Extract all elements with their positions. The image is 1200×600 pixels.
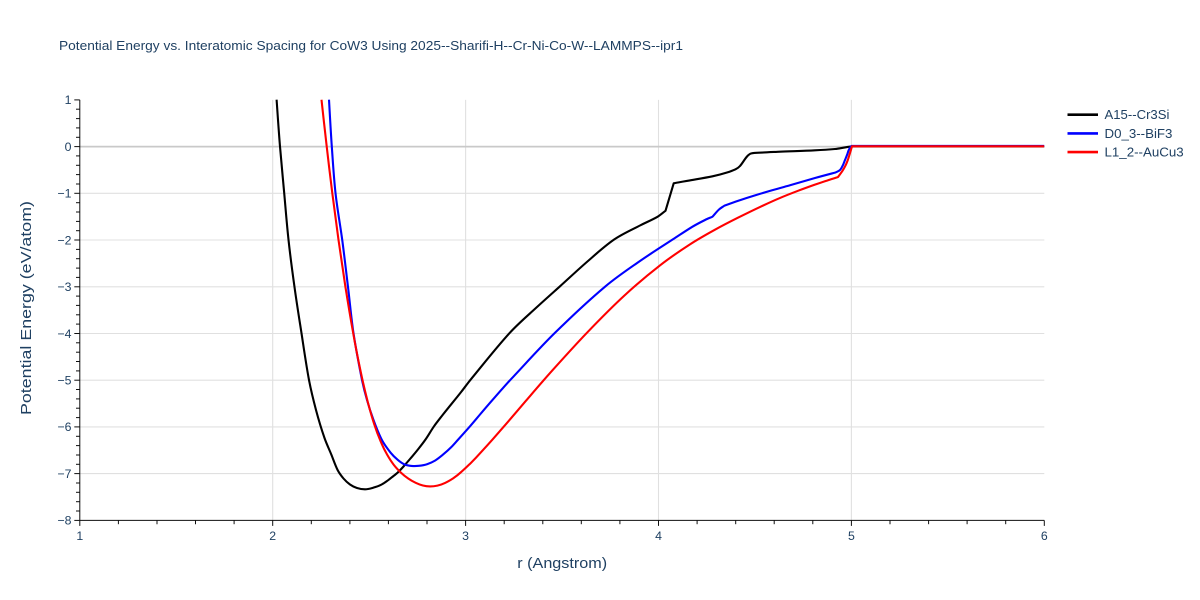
svg-text:5: 5 xyxy=(848,529,855,543)
svg-text:−1: −1 xyxy=(57,187,71,201)
svg-text:1: 1 xyxy=(76,529,83,543)
svg-text:2: 2 xyxy=(269,529,276,543)
svg-text:L1_2--AuCu3: L1_2--AuCu3 xyxy=(1105,145,1184,160)
svg-text:D0_3--BiF3: D0_3--BiF3 xyxy=(1105,126,1173,141)
svg-text:−8: −8 xyxy=(57,514,71,528)
svg-text:−7: −7 xyxy=(57,467,71,481)
svg-text:6: 6 xyxy=(1041,529,1048,543)
svg-text:0: 0 xyxy=(65,140,72,154)
svg-text:r (Angstrom): r (Angstrom) xyxy=(517,555,607,572)
svg-text:−5: −5 xyxy=(57,374,71,388)
svg-text:−3: −3 xyxy=(57,280,71,294)
svg-text:Potential Energy vs. Interatom: Potential Energy vs. Interatomic Spacing… xyxy=(59,38,683,53)
svg-text:Potential Energy (eV/atom): Potential Energy (eV/atom) xyxy=(18,201,35,415)
svg-text:A15--Cr3Si: A15--Cr3Si xyxy=(1105,107,1170,122)
svg-text:−2: −2 xyxy=(57,233,71,247)
svg-text:−6: −6 xyxy=(57,420,71,434)
svg-text:−4: −4 xyxy=(57,327,71,341)
svg-text:4: 4 xyxy=(655,529,662,543)
svg-text:3: 3 xyxy=(462,529,469,543)
svg-text:1: 1 xyxy=(65,93,72,107)
